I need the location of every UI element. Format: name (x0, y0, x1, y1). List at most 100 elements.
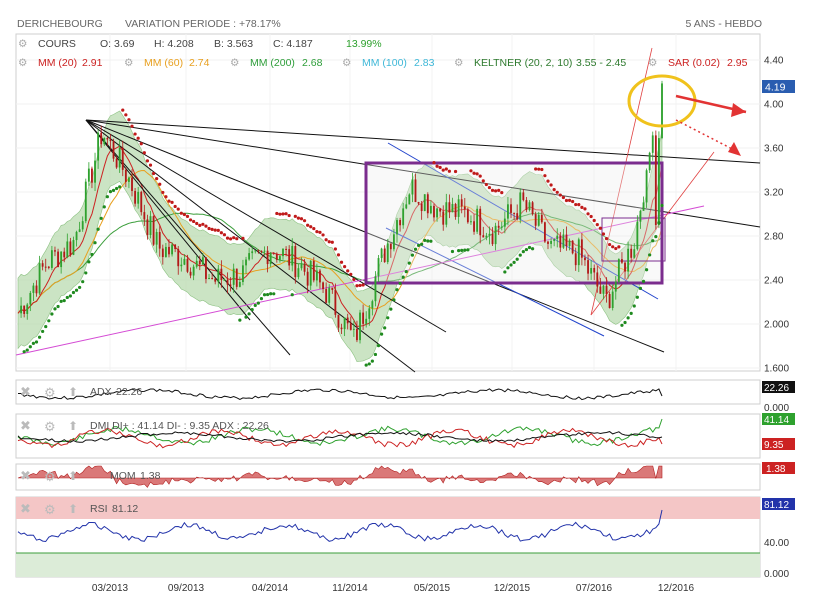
sar-dot (472, 171, 476, 175)
candle-body (84, 181, 87, 222)
candle-body (540, 214, 543, 223)
candle-body (238, 281, 241, 287)
gear-icon[interactable]: ⚙ (18, 57, 27, 69)
sar-dot (589, 214, 593, 219)
sar-dot (509, 263, 513, 267)
sar-dot (28, 345, 32, 349)
sar-dot (460, 248, 464, 252)
candle-body (57, 251, 59, 268)
candle-body (232, 268, 235, 285)
candle-body (223, 279, 226, 281)
candle-body (100, 132, 103, 145)
candle-body (479, 208, 482, 236)
trend-lines (85, 119, 761, 373)
sar-dot (660, 203, 664, 208)
candle-body (97, 132, 100, 161)
candle-body (429, 205, 432, 214)
sar-dot (290, 293, 294, 297)
sar-dot (632, 304, 636, 308)
gear-icon[interactable]: ⚙ (454, 57, 463, 69)
sar-dot (339, 260, 344, 264)
legend-mm200-value: 2.68 (302, 57, 323, 69)
forecast-arrows (675, 94, 747, 156)
fan-line-3 (85, 119, 447, 333)
sar-dot (90, 252, 94, 257)
arrow-up-icon[interactable]: ⬆ (68, 469, 78, 483)
candle-body (257, 250, 260, 252)
price-tick: 1.600 (764, 364, 789, 375)
gear-icon[interactable]: ⚙ (44, 502, 56, 517)
last-price-tag-bg (762, 80, 795, 93)
candle-body (164, 246, 167, 258)
sar-dot (327, 240, 331, 244)
sar-dot (139, 142, 143, 146)
sar-dot (253, 303, 257, 307)
gear-icon[interactable]: ⚙ (648, 57, 657, 69)
candle-body (584, 257, 586, 261)
candle-body (402, 208, 405, 226)
candle-body (522, 192, 525, 201)
candle-body (571, 240, 574, 254)
gear-icon[interactable]: ⚙ (124, 57, 133, 69)
mom-value: 1.38 (140, 470, 161, 482)
candle-body (23, 305, 26, 314)
dmi-plus-tag-bg (762, 413, 795, 425)
close-icon[interactable]: ✖ (20, 501, 31, 516)
candle-body (189, 271, 192, 276)
sar-dot (503, 270, 507, 274)
close-icon[interactable]: ✖ (20, 418, 31, 433)
sar-dot (62, 298, 66, 303)
candle-body (525, 200, 528, 210)
arrow-up-icon[interactable]: ⬆ (68, 419, 78, 433)
gear-icon[interactable]: ⚙ (18, 38, 27, 50)
sar-dot (343, 265, 347, 269)
gear-icon[interactable]: ⚙ (44, 469, 56, 484)
arrow-up-icon[interactable]: ⬆ (68, 385, 78, 399)
sar-dot (506, 266, 510, 270)
dmi-plus-tag: 41.14 (764, 415, 789, 426)
candle-body (497, 225, 500, 228)
sar-dot (238, 318, 242, 322)
candle-body (91, 168, 93, 183)
arrow-up-icon[interactable]: ⬆ (68, 502, 78, 516)
adx-tag-bg (762, 381, 795, 393)
candle-body (131, 177, 133, 191)
sar-dot (173, 204, 177, 209)
candle-body (389, 243, 392, 250)
gear-icon[interactable]: ⚙ (230, 57, 239, 69)
candle-body (543, 222, 546, 242)
time-tick: 09/2013 (168, 583, 205, 594)
sar-dot (438, 165, 442, 170)
candle-body (356, 328, 358, 341)
candle-body (72, 240, 75, 255)
close-icon[interactable]: ✖ (20, 468, 31, 483)
sar-dot (389, 307, 393, 311)
price-panel (15, 33, 761, 372)
candle-body (78, 229, 81, 232)
sar-dot (111, 188, 116, 192)
legend-mm60-value: 2.74 (189, 57, 210, 69)
gear-icon[interactable]: ⚙ (342, 57, 351, 69)
rsi-label: RSI (90, 503, 108, 515)
sar-dot (232, 236, 236, 240)
sar-dot (379, 332, 384, 336)
gear-icon[interactable]: ⚙ (44, 419, 56, 434)
sar-dot (567, 198, 572, 202)
sar-dot (364, 363, 368, 367)
close-icon[interactable]: ✖ (20, 384, 31, 399)
candle-body (352, 328, 355, 330)
candle-body (491, 233, 494, 245)
sar-dot (47, 319, 51, 323)
candle-body (140, 191, 143, 213)
legend-low: B: 3.563 (214, 38, 253, 50)
gear-icon[interactable]: ⚙ (44, 385, 56, 400)
sar-dot (611, 245, 615, 249)
mom-label: MOM (110, 470, 136, 482)
sar-dot (37, 335, 42, 339)
sar-dot (441, 168, 445, 172)
candle-body (285, 248, 287, 250)
sar-dot (629, 311, 633, 315)
rsi-overbought-zone (16, 497, 760, 519)
blue-channel-upper (387, 142, 659, 300)
sar-dot (296, 216, 301, 220)
